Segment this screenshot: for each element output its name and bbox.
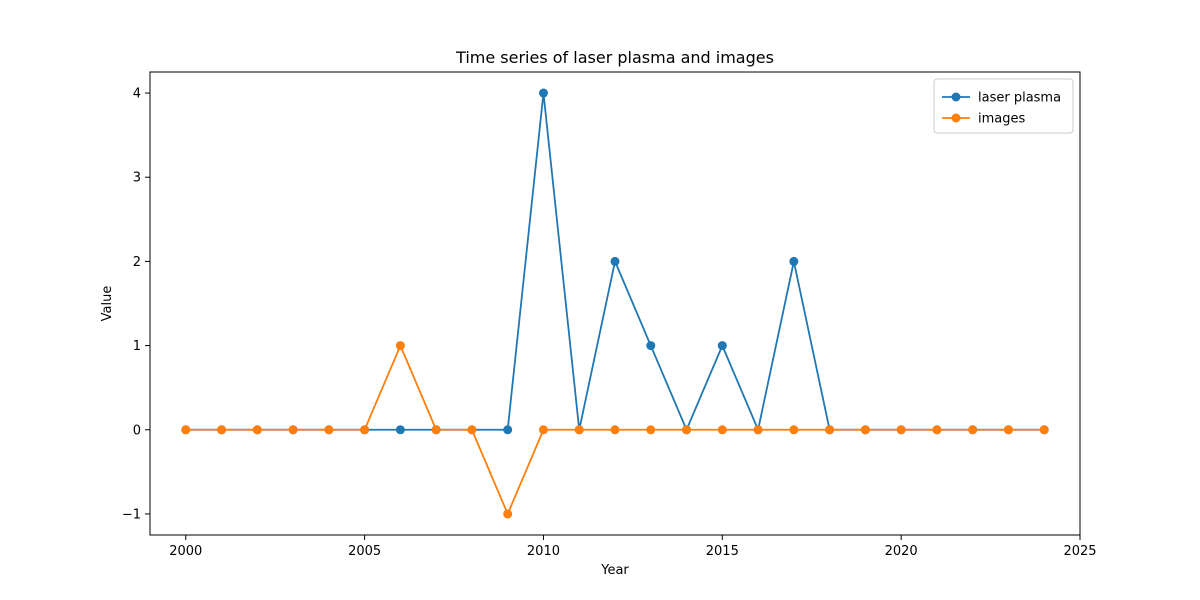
x-axis-label: Year [600, 563, 629, 578]
data-point [538, 88, 548, 98]
y-tick-label: 1 [133, 339, 141, 354]
plot-frame [149, 71, 1081, 536]
data-point [610, 425, 620, 435]
data-point [896, 425, 906, 435]
data-point [467, 425, 477, 435]
data-point [217, 425, 227, 435]
data-point [682, 425, 692, 435]
data-point [288, 425, 298, 435]
legend: laser plasma images [933, 78, 1074, 134]
data-point [860, 425, 870, 435]
chart-title: Time series of laser plasma and images [455, 48, 774, 67]
legend-label: images [978, 112, 1025, 127]
data-point [717, 341, 727, 351]
y-axis-label: Value [100, 286, 115, 322]
data-point [395, 341, 405, 351]
y-tick-label: −1 [122, 507, 141, 522]
data-point [753, 425, 763, 435]
legend-marker [951, 113, 961, 123]
data-point [968, 425, 978, 435]
x-tick-label: 2005 [348, 544, 381, 559]
data-point [1039, 425, 1049, 435]
y-axis: −1 0 1 2 3 4 [122, 87, 150, 522]
data-point [538, 425, 548, 435]
y-tick-label: 2 [133, 255, 141, 270]
y-tick-label: 3 [133, 171, 141, 186]
data-point [789, 256, 799, 266]
data-point [503, 509, 513, 519]
data-point [646, 341, 656, 351]
data-point [1003, 425, 1013, 435]
x-tick-label: 2015 [706, 544, 739, 559]
plot-content [181, 88, 1049, 519]
legend-label: laser plasma [978, 91, 1061, 106]
data-point [431, 425, 441, 435]
x-tick-label: 2000 [169, 544, 202, 559]
data-point [574, 425, 584, 435]
data-point [252, 425, 262, 435]
data-point [825, 425, 835, 435]
x-tick-label: 2025 [1063, 544, 1096, 559]
legend-item: images [942, 112, 1025, 127]
data-point [503, 425, 513, 435]
x-tick-label: 2010 [527, 544, 560, 559]
series-laser-plasma [181, 88, 1049, 435]
data-point [717, 425, 727, 435]
legend-box [933, 78, 1074, 134]
data-point [395, 425, 405, 435]
y-tick-label: 4 [133, 87, 141, 102]
data-point [360, 425, 370, 435]
x-axis: 2000 2005 2010 2015 2020 2025 [169, 535, 1097, 559]
data-point [932, 425, 942, 435]
series-images [181, 341, 1049, 519]
data-point [324, 425, 334, 435]
data-point [646, 425, 656, 435]
legend-item: laser plasma [942, 91, 1061, 106]
y-tick-label: 0 [133, 423, 141, 438]
x-tick-label: 2020 [885, 544, 918, 559]
legend-marker [951, 92, 961, 102]
data-point [181, 425, 191, 435]
data-point [789, 425, 799, 435]
data-point [610, 256, 620, 266]
